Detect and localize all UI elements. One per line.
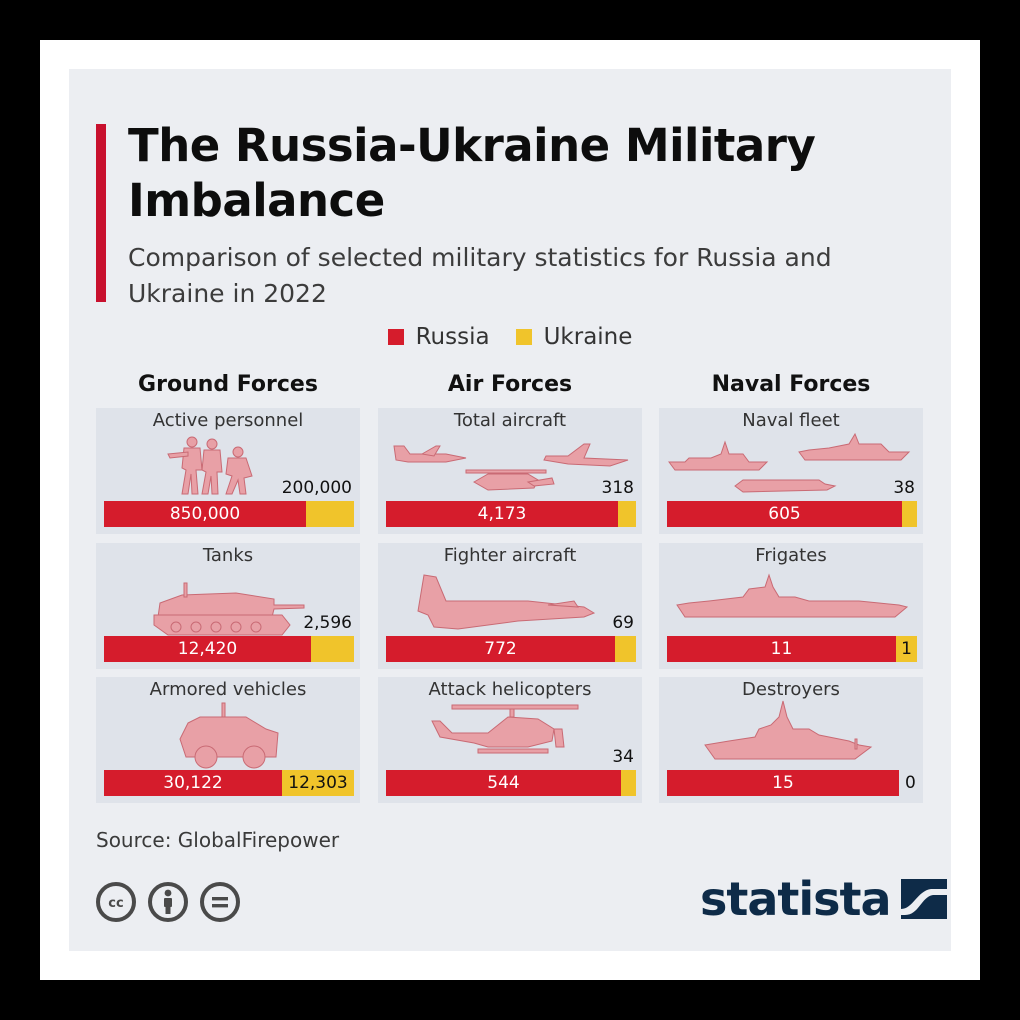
value-ukraine: 2,596 [303, 613, 352, 633]
bar-ukraine: 1 [896, 636, 917, 662]
stat-panel: Frigates 11 1 [659, 543, 923, 669]
legend-swatch-ukraine [515, 329, 532, 345]
helicopter-icon [378, 699, 642, 771]
legend-item-ukraine: Ukraine [515, 324, 633, 350]
panel-label: Destroyers [742, 679, 840, 700]
bar-ukraine [618, 501, 636, 527]
stat-panel: Destroyers 15 0 [659, 677, 923, 803]
bar-russia: 544 [386, 770, 621, 796]
armored-vehicle-icon [96, 699, 360, 771]
stat-panel: Total aircraft 4,173 318 [378, 408, 642, 534]
svg-text:cc: cc [108, 896, 123, 911]
destroyer-icon [659, 699, 923, 771]
bar-ukraine [306, 501, 354, 527]
bar-track: 30,122 12,303 [104, 770, 354, 796]
stat-panel: Attack helicopters 544 34 [378, 677, 642, 803]
bar-russia: 605 [667, 501, 902, 527]
bar-ukraine [902, 501, 917, 527]
nd-icon[interactable] [200, 882, 240, 922]
legend-swatch-russia [387, 329, 404, 345]
page-subtitle: Comparison of selected military statisti… [128, 243, 832, 308]
value-ukraine: 0 [905, 773, 916, 793]
panel-label: Fighter aircraft [443, 545, 577, 566]
bar-russia: 11 [667, 636, 896, 662]
value-ukraine: 318 [601, 478, 634, 498]
bar-russia: 850,000 [104, 501, 306, 527]
logo-text: statista [700, 872, 892, 926]
panel-label: Armored vehicles [149, 679, 307, 700]
bar-track: 850,000 [104, 501, 354, 527]
cc-icon[interactable]: cc [96, 882, 136, 922]
bar-track: 12,420 [104, 636, 354, 662]
legend-label-ukraine: Ukraine [543, 324, 633, 350]
stat-panel: Fighter aircraft 772 69 [378, 543, 642, 669]
legend-item-russia: Russia [387, 324, 490, 350]
bar-track: 605 [667, 501, 917, 527]
bar-ukraine: 12,303 [282, 770, 354, 796]
by-icon[interactable] [148, 882, 188, 922]
soldiers-icon [96, 430, 360, 502]
aircraft-icon [378, 430, 642, 502]
panel-label: Tanks [202, 545, 254, 566]
panel-label: Frigates [755, 545, 827, 566]
bar-russia: 772 [386, 636, 615, 662]
page-title: The Russia-Ukraine Military Imbalance [128, 119, 816, 227]
license-icons: cc [96, 882, 240, 922]
bar-track: 15 [667, 770, 917, 796]
source-note: Source: GlobalFirepower [96, 828, 340, 852]
fighter-jet-icon [378, 565, 642, 637]
stat-panel: Naval fleet 605 38 [659, 408, 923, 534]
bar-russia: 12,420 [104, 636, 311, 662]
title-accent-bar [96, 124, 106, 302]
panel-label: Attack helicopters [428, 679, 592, 700]
value-ukraine: 69 [612, 613, 634, 633]
bar-ukraine [311, 636, 354, 662]
value-ukraine: 38 [893, 478, 915, 498]
frigate-icon [659, 565, 923, 637]
value-ukraine: 34 [612, 747, 634, 767]
tank-icon [96, 565, 360, 637]
panel-label: Naval fleet [742, 410, 840, 431]
panel-label: Total aircraft [453, 410, 567, 431]
bar-ukraine [621, 770, 636, 796]
stat-panel: Armored vehicles 30,122 12,303 [96, 677, 360, 803]
bar-track: 772 [386, 636, 636, 662]
fleet-icon [659, 430, 923, 502]
bar-track: 544 [386, 770, 636, 796]
bar-track: 11 1 [667, 636, 917, 662]
bar-russia: 30,122 [104, 770, 282, 796]
stat-panel: Tanks 12,420 2,596 [96, 543, 360, 669]
logo-mark-icon [900, 879, 947, 919]
bar-track: 4,173 [386, 501, 636, 527]
stat-panel: Active personnel 850,000 200,000 [96, 408, 360, 534]
value-ukraine: 200,000 [281, 478, 352, 498]
legend: Russia Ukraine [0, 324, 1020, 350]
legend-label-russia: Russia [415, 324, 490, 350]
column-heading-ground-forces: Ground Forces [138, 372, 318, 397]
bar-russia: 4,173 [386, 501, 618, 527]
column-heading-naval-forces: Naval Forces [711, 372, 871, 397]
statista-logo[interactable]: statista [700, 872, 947, 926]
bar-ukraine [615, 636, 636, 662]
column-heading-air-forces: Air Forces [447, 372, 573, 397]
bar-russia: 15 [667, 770, 899, 796]
panel-label: Active personnel [152, 410, 304, 431]
